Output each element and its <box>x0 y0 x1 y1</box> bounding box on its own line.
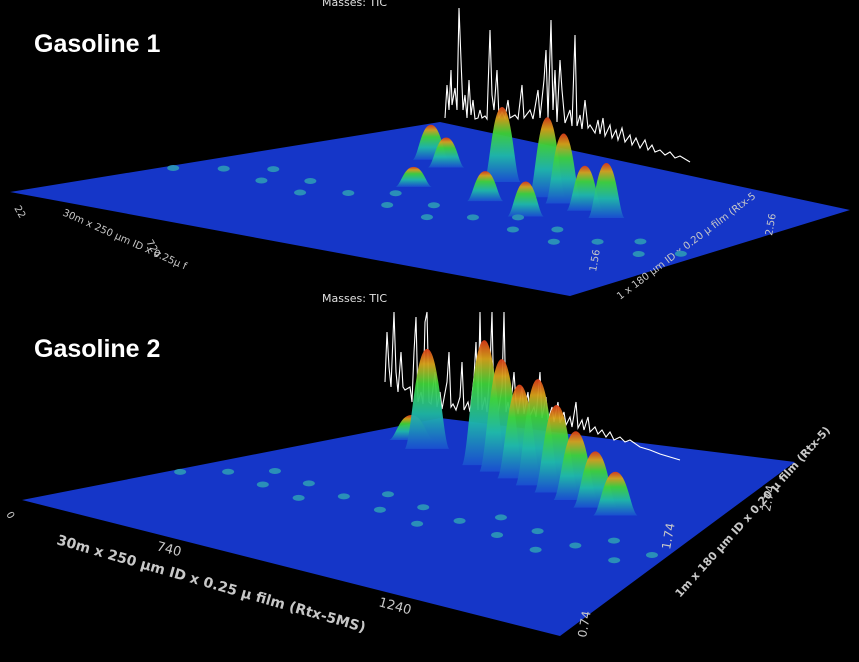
surface-ridge <box>417 504 430 511</box>
y-tick-0: 0.74 <box>575 610 593 639</box>
surface-peak <box>593 471 638 516</box>
surface-ridge <box>256 481 269 488</box>
surface-ridge <box>632 250 645 257</box>
surface-ridge <box>512 214 525 221</box>
surface-ridge <box>337 493 350 500</box>
surface-ridge <box>420 214 433 221</box>
surface-peak <box>507 181 544 217</box>
surface-ridge <box>466 214 479 221</box>
surface-ridge <box>531 528 544 535</box>
surface-peak <box>484 106 521 182</box>
surface-ridge <box>373 506 386 513</box>
surface-ridge <box>547 238 560 245</box>
surface-ridge <box>389 190 402 197</box>
surface-ridge <box>268 468 281 475</box>
surface-ridge <box>494 514 507 521</box>
surface-peak <box>395 166 432 187</box>
surface-ridge <box>607 537 620 544</box>
chart-panel-2: Masses: TIC Gasoline 2 0 740 1240 30m x … <box>0 292 859 662</box>
x-tick-1: 740 <box>155 539 183 560</box>
chart-title: Gasoline 2 <box>34 335 161 363</box>
surface-ridge <box>222 468 235 475</box>
surface-ridge <box>491 532 504 539</box>
surface-plot-1: 22 724 30m x 250 µm ID x 0.25µ f 1.56 2.… <box>10 7 850 300</box>
masses-label: Masses: TIC <box>322 292 388 305</box>
surface-ridge <box>427 202 440 209</box>
surface-peak <box>405 348 450 449</box>
surface-ridge <box>411 520 424 527</box>
surface-ridge <box>645 552 658 559</box>
x-tick-0: 0 <box>3 510 16 521</box>
surface-peak <box>467 171 504 202</box>
surface-ridge <box>634 238 647 245</box>
surface-ridge <box>294 189 307 196</box>
tic-trace <box>444 7 691 163</box>
y-tick-0: 1.56 <box>588 249 603 273</box>
chart-title: Gasoline 1 <box>34 30 161 58</box>
surface-ridge <box>551 226 564 233</box>
surface-ridge <box>304 178 317 185</box>
surface-ridge <box>217 165 230 172</box>
surface-ridge <box>292 494 305 501</box>
surface-ridge <box>453 517 466 524</box>
surface-ridge <box>381 202 394 209</box>
chart-panel-1: Masses: TIC Gasoline 1 22 724 30m x 250 … <box>0 0 859 300</box>
y-tick-2: 2.74 <box>759 484 777 513</box>
surface-ridge <box>591 238 604 245</box>
y-tick-1: 1.74 <box>659 522 677 551</box>
surface-ridge <box>381 491 394 498</box>
surface-peak <box>428 137 465 168</box>
x-tick-0: 22 <box>11 204 27 221</box>
surface-plot-2: 0 740 1240 30m x 250 µm ID x 0.25 µ film… <box>3 311 833 639</box>
surface-ridge <box>302 480 315 487</box>
surface-peak <box>545 133 582 204</box>
surface-ridge <box>569 542 582 549</box>
surface-peak <box>588 162 625 218</box>
surface-ridge <box>255 177 268 184</box>
surface-ridge <box>267 166 280 173</box>
surface-ridge <box>674 250 687 257</box>
surface-ridge <box>529 546 542 553</box>
y-tick-1: 2.56 <box>764 213 779 237</box>
masses-label: Masses: TIC <box>322 0 388 9</box>
surface-ridge <box>167 164 180 171</box>
surface-ridge <box>506 226 519 233</box>
x-tick-2: 1240 <box>377 595 413 618</box>
surface-ridge <box>342 189 355 196</box>
surface-ridge <box>608 557 621 564</box>
surface-ridge <box>174 468 187 475</box>
